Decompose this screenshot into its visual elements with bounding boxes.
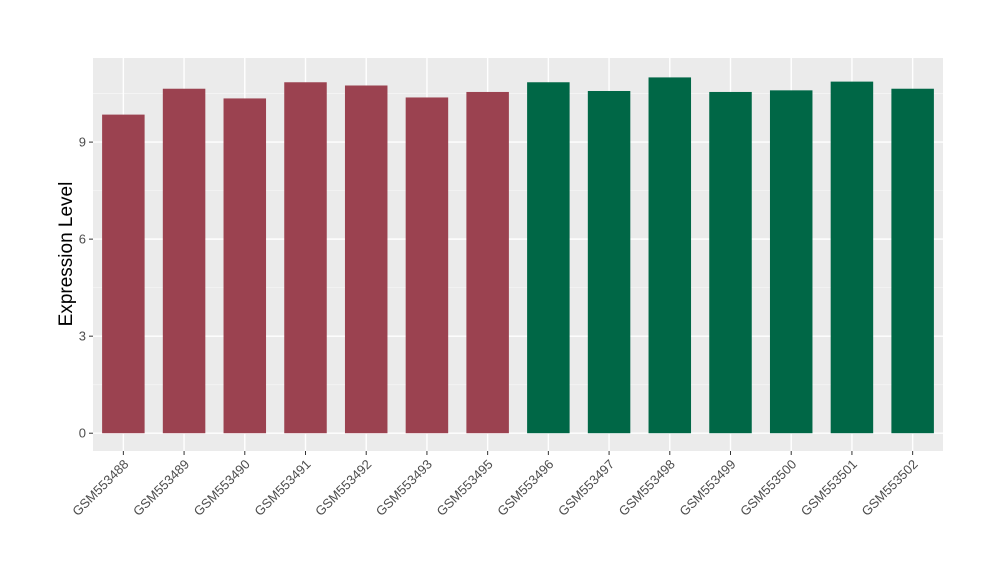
x-axis: GSM553488GSM553489GSM553490GSM553491GSM5… <box>69 451 921 519</box>
plot-panel <box>93 58 943 451</box>
x-tick-label: GSM553496 <box>494 457 556 519</box>
bar-gsm553495 <box>466 91 509 434</box>
x-tick-label: GSM553497 <box>555 457 617 519</box>
bar-gsm553500 <box>769 90 813 434</box>
x-tick-label: GSM553493 <box>373 457 435 519</box>
x-tick-label: GSM553488 <box>69 457 131 519</box>
bar-gsm553502 <box>891 88 934 434</box>
bar-gsm553493 <box>405 97 449 434</box>
y-tick-label: 9 <box>79 135 86 150</box>
y-axis-title: Expression Level <box>56 182 77 327</box>
bar-gsm553498 <box>648 77 692 434</box>
x-tick-label: GSM553501 <box>798 457 860 519</box>
bar-gsm553496 <box>527 82 570 434</box>
y-tick-label: 6 <box>79 232 86 247</box>
bar-gsm553501 <box>830 81 874 434</box>
bar-gsm553490 <box>223 98 267 434</box>
y-tick-label: 3 <box>79 329 86 344</box>
bar-gsm553499 <box>709 91 752 434</box>
bar-gsm553491 <box>284 82 327 434</box>
bar-gsm553492 <box>344 85 388 434</box>
x-tick-label: GSM553489 <box>130 457 192 519</box>
bar-gsm553488 <box>102 114 145 434</box>
x-tick-label: GSM553502 <box>859 457 921 519</box>
y-tick-label: 0 <box>79 426 86 441</box>
x-tick-label: GSM553495 <box>434 457 496 519</box>
x-tick-label: GSM553491 <box>251 457 313 519</box>
x-tick-label: GSM553490 <box>191 457 253 519</box>
bar-gsm553497 <box>587 90 631 434</box>
x-tick-label: GSM553492 <box>312 457 374 519</box>
x-tick-label: GSM553498 <box>616 457 678 519</box>
y-axis: 0 3 6 9 <box>79 135 93 441</box>
x-tick-label: GSM553500 <box>737 457 799 519</box>
x-tick-label: GSM553499 <box>676 457 738 519</box>
bars <box>102 77 934 434</box>
bar-gsm553489 <box>162 88 206 434</box>
